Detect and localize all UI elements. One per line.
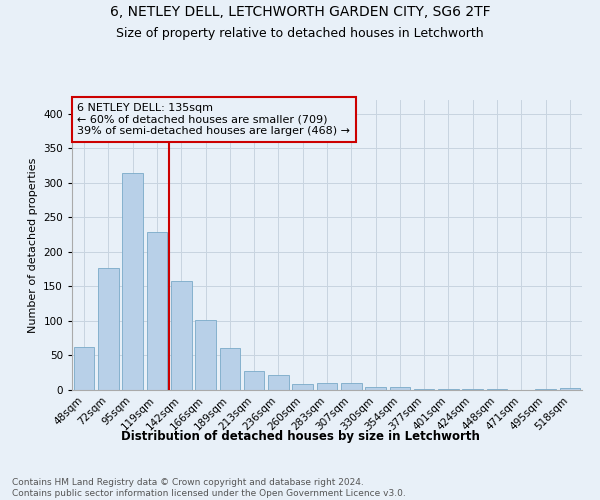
Bar [220, 348, 240, 390]
Bar [244, 372, 265, 390]
Bar [414, 388, 434, 390]
Text: Distribution of detached houses by size in Letchworth: Distribution of detached houses by size … [121, 430, 479, 443]
Bar [171, 281, 191, 390]
Bar [146, 232, 167, 390]
Bar [317, 383, 337, 390]
Text: Size of property relative to detached houses in Letchworth: Size of property relative to detached ho… [116, 28, 484, 40]
Text: 6, NETLEY DELL, LETCHWORTH GARDEN CITY, SG6 2TF: 6, NETLEY DELL, LETCHWORTH GARDEN CITY, … [110, 5, 490, 19]
Bar [268, 375, 289, 390]
Bar [98, 268, 119, 390]
Bar [560, 388, 580, 390]
Y-axis label: Number of detached properties: Number of detached properties [28, 158, 38, 332]
Text: Contains HM Land Registry data © Crown copyright and database right 2024.
Contai: Contains HM Land Registry data © Crown c… [12, 478, 406, 498]
Bar [292, 384, 313, 390]
Text: 6 NETLEY DELL: 135sqm
← 60% of detached houses are smaller (709)
39% of semi-det: 6 NETLEY DELL: 135sqm ← 60% of detached … [77, 103, 350, 136]
Bar [341, 383, 362, 390]
Bar [195, 320, 216, 390]
Bar [389, 387, 410, 390]
Bar [74, 347, 94, 390]
Bar [365, 386, 386, 390]
Bar [122, 173, 143, 390]
